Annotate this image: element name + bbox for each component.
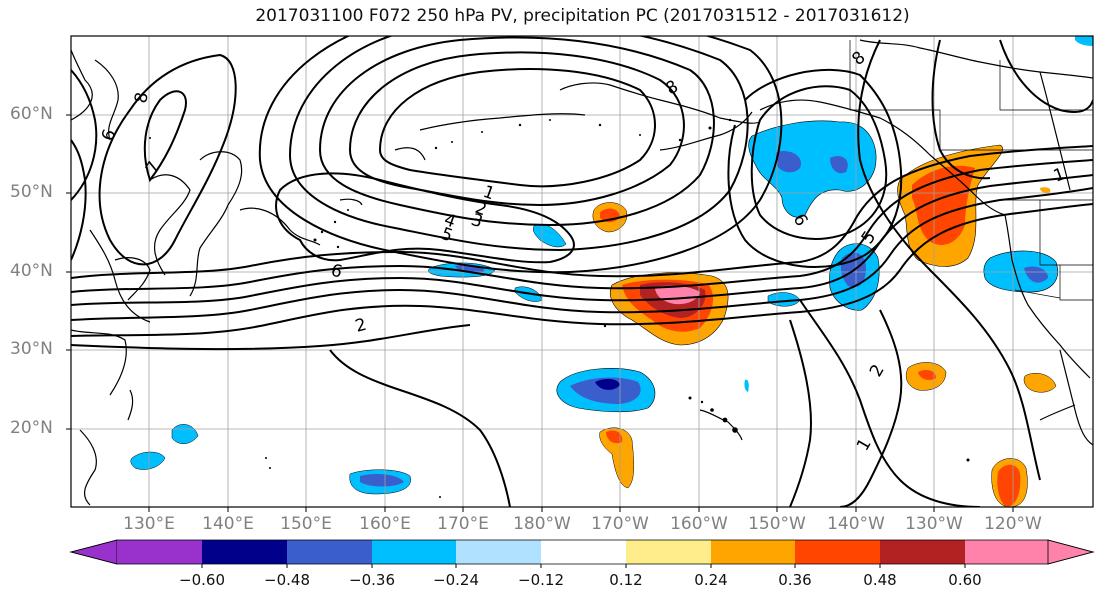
lat-label-50n: 50°N bbox=[10, 182, 53, 202]
colorbar-segment bbox=[117, 540, 202, 564]
colorbar-segment bbox=[456, 540, 541, 564]
pv-contours bbox=[71, 36, 1093, 507]
colorbar-tick-label: 0.24 bbox=[694, 571, 728, 589]
map-ticks bbox=[66, 114, 1014, 512]
pv-contour-label: 6 bbox=[329, 261, 345, 283]
colorbar-segment bbox=[711, 540, 795, 564]
lon-label-140w: 140°W bbox=[827, 514, 885, 534]
colorbar-tick-label: 0.12 bbox=[609, 571, 643, 589]
lon-label-160e: 160°E bbox=[359, 514, 411, 534]
pv-contour-label: 8 bbox=[131, 91, 153, 105]
lat-label-60n: 60°N bbox=[10, 104, 53, 124]
colorbar-tick-label: −0.48 bbox=[264, 571, 310, 589]
colorbar-segment bbox=[795, 540, 880, 564]
coastlines bbox=[71, 39, 1093, 506]
lon-label-160w: 160°W bbox=[670, 514, 728, 534]
colorbar-segment bbox=[541, 540, 626, 564]
colorbar-segment bbox=[965, 540, 1048, 564]
colorbar-extend-high bbox=[1047, 539, 1095, 565]
lon-label-140e: 140°E bbox=[202, 514, 254, 534]
colorbar-tick-label: −0.36 bbox=[349, 571, 395, 589]
colorbar-tick-label: 0.48 bbox=[863, 571, 897, 589]
colorbar bbox=[69, 539, 1095, 568]
lon-label-130e: 130°E bbox=[123, 514, 175, 534]
colorbar-segment bbox=[626, 540, 711, 564]
colorbar-extend-low bbox=[69, 539, 118, 565]
pv-contour-label: 2 bbox=[353, 315, 369, 337]
colorbar-tick-label: −0.12 bbox=[518, 571, 564, 589]
colorbar-segment bbox=[880, 540, 965, 564]
map-title: 2017031100 F072 250 hPa PV, precipitatio… bbox=[255, 6, 910, 26]
lon-label-180w: 180°W bbox=[513, 514, 571, 534]
colorbar-tick-label: 0.60 bbox=[948, 571, 982, 589]
lon-label-150e: 150°E bbox=[280, 514, 332, 534]
colorbar-segment bbox=[287, 540, 372, 564]
lon-label-170w: 170°W bbox=[591, 514, 649, 534]
colorbar-tick-label: −0.60 bbox=[179, 571, 225, 589]
colorbar-tick-label: −0.24 bbox=[433, 571, 479, 589]
lon-label-120w: 120°W bbox=[984, 514, 1042, 534]
colorbar-segment bbox=[202, 540, 287, 564]
lat-label-20n: 20°N bbox=[10, 418, 53, 438]
lon-label-170e: 170°E bbox=[437, 514, 489, 534]
lat-label-30n: 30°N bbox=[10, 339, 53, 359]
lon-label-130w: 130°W bbox=[905, 514, 963, 534]
colorbar-tick-label: 0.36 bbox=[778, 571, 812, 589]
lon-label-150w: 150°W bbox=[748, 514, 806, 534]
lat-label-40n: 40°N bbox=[10, 261, 53, 281]
islands bbox=[149, 118, 970, 498]
colorbar-segment bbox=[372, 540, 456, 564]
